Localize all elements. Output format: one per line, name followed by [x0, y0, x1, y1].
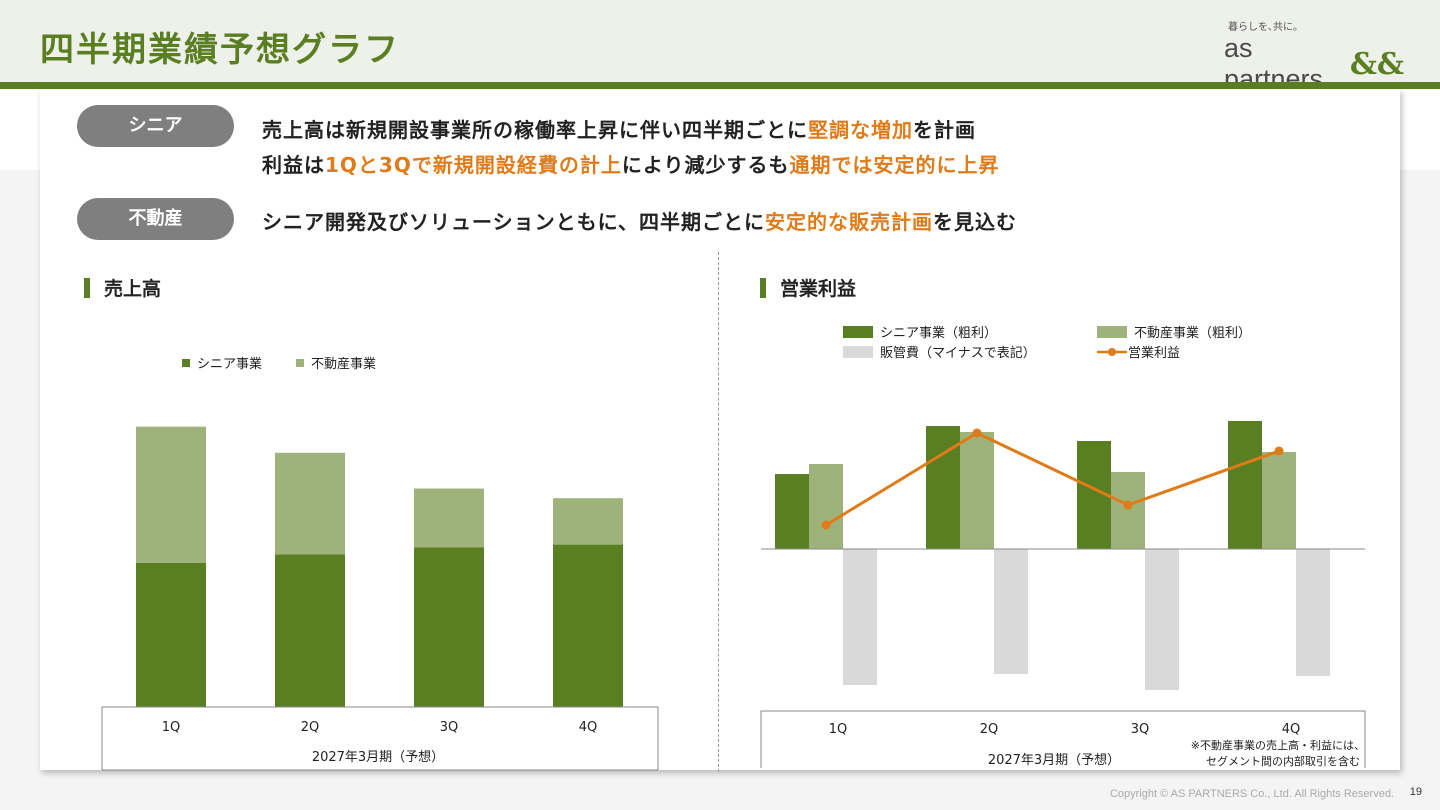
x-tick-label: 3Q [440, 720, 459, 735]
x-axis-box [101, 706, 659, 771]
bar-realestate [553, 498, 623, 545]
section-divider [718, 252, 719, 772]
legend-swatch-senior-gross [843, 326, 873, 338]
bar-senior-gross [926, 426, 960, 549]
sales-title-text: 売上高 [104, 278, 162, 300]
bar-realestate-gross [960, 432, 994, 549]
message-segment-highlight: 1Qと3Qで新規開設経費の計上 [325, 153, 622, 177]
footnote-line1: ※不動産事業の売上高・利益には、 [1191, 738, 1365, 752]
logo-tagline: 暮らしを､共に｡ [1228, 22, 1298, 33]
x-tick-label: 1Q [162, 720, 181, 735]
profit-title-text: 営業利益 [780, 278, 857, 300]
sales-section-title: 売上高 [84, 274, 161, 301]
x-tick-label: 3Q [1131, 722, 1150, 737]
senior-message-line1: 売上高は新規開設事業所の稼働率上昇に伴い四半期ごとに堅調な増加を計画 [262, 114, 976, 143]
x-tick-label: 2Q [301, 720, 320, 735]
legend-marker-profit [1108, 348, 1116, 356]
message-segment-highlight: 堅調な増加 [808, 118, 913, 142]
profit-point [972, 428, 982, 438]
message-segment: 売上高は新規開設事業所の稼働率上昇に伴い四半期ごとに [262, 118, 808, 142]
x-tick-label: 4Q [1282, 722, 1301, 737]
section-marker-icon [760, 277, 766, 298]
bar-senior [136, 562, 206, 707]
x-period-label: 2027年3月期（予想） [312, 749, 444, 765]
legend-swatch-senior [182, 359, 190, 367]
legend-label-senior-gross: シニア事業（粗利） [880, 325, 997, 341]
bar-senior-gross [1228, 421, 1262, 549]
senior-pill: シニア [77, 105, 234, 147]
message-segment: を見込む [933, 210, 1017, 234]
page-title: 四半期業績予想グラフ [40, 30, 400, 70]
logo-wordmark: as partners && [1224, 33, 1404, 95]
bar-senior [275, 554, 345, 707]
header: 四半期業績予想グラフ 暮らしを､共に｡ as partners && [0, 0, 1440, 94]
copyright: Copyright © AS PARTNERS Co., Ltd. All Ri… [1109, 788, 1394, 800]
x-tick-label: 1Q [829, 722, 848, 737]
header-divider [0, 82, 1440, 89]
x-period-label: 2027年3月期（予想） [988, 752, 1120, 768]
company-logo: 暮らしを､共に｡ as partners && [1224, 18, 1404, 95]
profit-section-title: 営業利益 [760, 274, 856, 301]
legend-swatch-sga [843, 346, 873, 358]
legend-label-senior: シニア事業 [197, 356, 262, 372]
message-segment: を計画 [913, 118, 976, 142]
realestate-message: シニア開発及びソリューションともに、四半期ごとに安定的な販売計画を見込む [262, 206, 1017, 235]
x-tick-label: 2Q [980, 722, 999, 737]
legend-swatch-realestate [296, 359, 304, 367]
section-marker-icon [84, 277, 90, 298]
bar-realestate-gross [1262, 452, 1296, 549]
realestate-pill: 不動産 [77, 198, 234, 240]
bar-realestate [275, 452, 345, 555]
x-axis-box [760, 710, 1366, 768]
profit-point [821, 520, 831, 530]
bar-sga [843, 549, 877, 685]
legend-label-realestate: 不動産事業 [311, 356, 376, 372]
message-segment-highlight: 通期では安定的に上昇 [789, 153, 1000, 177]
legend-label-sga: 販管費（マイナスで表記） [880, 345, 1036, 361]
legend-swatch-realestate-gross [1097, 326, 1127, 338]
profit-line [825, 431, 1280, 527]
bar-realestate [136, 426, 206, 563]
bar-realestate-gross [809, 464, 843, 549]
bar-senior-gross [775, 474, 809, 549]
legend-label-realestate-gross: 不動産事業（粗利） [1134, 325, 1251, 341]
bar-sga [1145, 549, 1179, 690]
bar-sga [1296, 549, 1330, 676]
x-tick-label: 4Q [579, 720, 598, 735]
logo-mark-icon: && [1349, 46, 1404, 82]
legend-label-profit: 営業利益 [1128, 345, 1180, 361]
bar-sga [994, 549, 1028, 674]
profit-point [1274, 446, 1284, 456]
message-segment-highlight: 安定的な販売計画 [765, 210, 933, 234]
bar-realestate-gross [1111, 472, 1145, 549]
bar-realestate [414, 488, 484, 548]
message-segment: により減少するも [621, 153, 790, 177]
message-segment: 利益は [262, 153, 325, 177]
profit-point [1123, 500, 1133, 510]
bar-senior [414, 547, 484, 707]
page-number: 19 [1409, 786, 1422, 798]
footnote-line2: セグメント間の内部取引を含む [1206, 754, 1360, 768]
message-segment: シニア開発及びソリューションともに、四半期ごとに [262, 210, 765, 234]
bar-senior [553, 544, 623, 707]
senior-message-line2: 利益は1Qと3Qで新規開設経費の計上により減少するも通期では安定的に上昇 [262, 149, 999, 178]
